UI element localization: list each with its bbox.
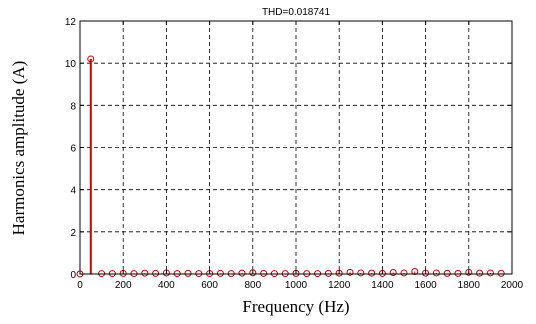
stem-marker: [87, 55, 95, 63]
stem-marker: [216, 269, 224, 277]
stem-marker: [443, 269, 451, 277]
x-tick-label: 2000: [501, 280, 524, 291]
x-axis-label: Frequency (Hz): [242, 297, 349, 316]
y-tick-label: 6: [70, 144, 76, 155]
x-tick-label: 1400: [371, 280, 394, 291]
x-tick-label: 600: [201, 280, 218, 291]
y-axis-label: Harmonics amplitude (A): [9, 61, 28, 236]
x-tick-label: 0: [77, 280, 83, 291]
stem-marker: [476, 269, 484, 277]
chart-title: THD=0.018741: [262, 7, 331, 18]
stem-marker: [389, 269, 397, 277]
stem-marker: [368, 269, 376, 277]
stem-marker: [141, 269, 149, 277]
stem-series: [76, 55, 505, 278]
stem-marker: [162, 269, 170, 277]
axis-ticks: 0 200 400 600 800 1000 1200 1400 1600 1800 2000 0 2 4…: [65, 17, 524, 291]
stem-marker: [497, 269, 505, 277]
y-tick-label: 10: [65, 59, 77, 70]
y-tick-label: 4: [70, 186, 76, 197]
x-tick-label: 1000: [285, 280, 308, 291]
stem-marker: [357, 269, 365, 277]
y-tick-label: 12: [65, 17, 77, 28]
y-tick-label: 2: [70, 228, 76, 239]
stem-marker: [454, 269, 462, 277]
stem-marker: [400, 269, 408, 277]
x-tick-label: 800: [244, 280, 261, 291]
x-tick-label: 1200: [328, 280, 351, 291]
x-tick-label: 200: [115, 280, 132, 291]
y-tick-label: 8: [70, 101, 76, 112]
stem-marker: [486, 269, 494, 277]
x-tick-label: 1600: [414, 280, 437, 291]
stem-marker: [238, 269, 246, 277]
stem-marker: [260, 269, 268, 277]
x-tick-label: 1800: [458, 280, 481, 291]
x-tick-label: 400: [158, 280, 175, 291]
stem-marker: [324, 269, 332, 277]
stem-marker: [346, 268, 354, 276]
stem-marker: [152, 269, 160, 277]
stem-marker: [432, 269, 440, 277]
y-tick-label: 0: [70, 270, 76, 281]
stem-marker: [249, 269, 257, 277]
grid-lines: [80, 21, 512, 274]
stem-marker: [465, 268, 473, 276]
stem-marker: [184, 269, 192, 277]
